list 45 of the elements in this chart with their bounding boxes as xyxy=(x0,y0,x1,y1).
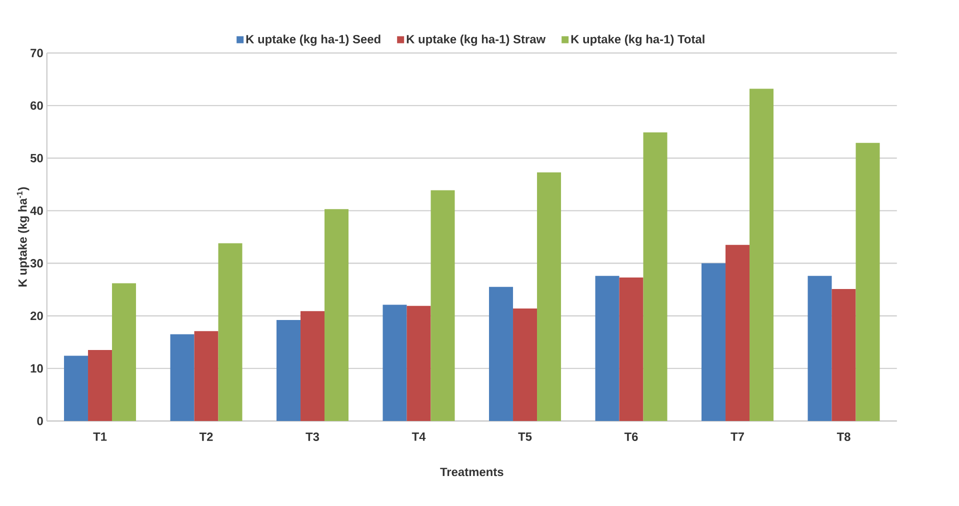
bar xyxy=(750,88,774,421)
bar xyxy=(808,276,832,421)
bar xyxy=(643,132,668,421)
y-axis-title: K uptake (kg ha$^{-1}$) xyxy=(16,187,30,286)
x-axis-title: Treatments xyxy=(440,468,504,476)
x-tick-label: T5 xyxy=(518,432,532,441)
bar xyxy=(726,244,750,421)
bar xyxy=(430,190,455,421)
y-tick-label: 50 xyxy=(30,154,43,162)
x-tick-label: T6 xyxy=(624,432,638,441)
bar xyxy=(300,311,325,421)
bar xyxy=(537,172,562,421)
bar xyxy=(64,356,88,421)
x-tick-label: T2 xyxy=(199,432,213,441)
bar xyxy=(406,306,431,421)
bar xyxy=(276,320,301,421)
bar xyxy=(619,277,644,421)
y-tick-label: 10 xyxy=(30,364,43,373)
bar xyxy=(513,308,538,421)
y-tick-label: 70 xyxy=(30,48,43,58)
bar xyxy=(832,289,856,421)
y-tick-label: 40 xyxy=(30,206,43,215)
x-tick-label: T4 xyxy=(412,432,426,441)
y-tick-label: 60 xyxy=(30,101,43,110)
x-tick-label: T3 xyxy=(306,432,320,441)
legend-label: K uptake (kg ha-1) Straw xyxy=(406,34,546,46)
bar xyxy=(856,142,880,421)
bar xyxy=(88,350,112,421)
legend-label: K uptake (kg ha-1) Seed xyxy=(246,34,380,46)
y-tick-label: 20 xyxy=(30,312,43,320)
bar xyxy=(112,283,136,421)
x-tick-label: T8 xyxy=(836,432,850,441)
x-tick-label: T1 xyxy=(93,432,107,441)
bar xyxy=(218,243,242,421)
y-tick-label: 30 xyxy=(30,259,43,268)
legend-label: K uptake (kg ha-1) Total xyxy=(571,34,704,46)
bar xyxy=(702,263,726,421)
bar xyxy=(170,334,194,421)
bar xyxy=(194,331,218,421)
y-tick-label: 0 xyxy=(37,416,43,426)
bar xyxy=(382,304,407,421)
bar xyxy=(595,276,620,421)
bar xyxy=(489,286,514,421)
x-tick-label: T7 xyxy=(730,432,744,441)
bar xyxy=(324,209,349,421)
